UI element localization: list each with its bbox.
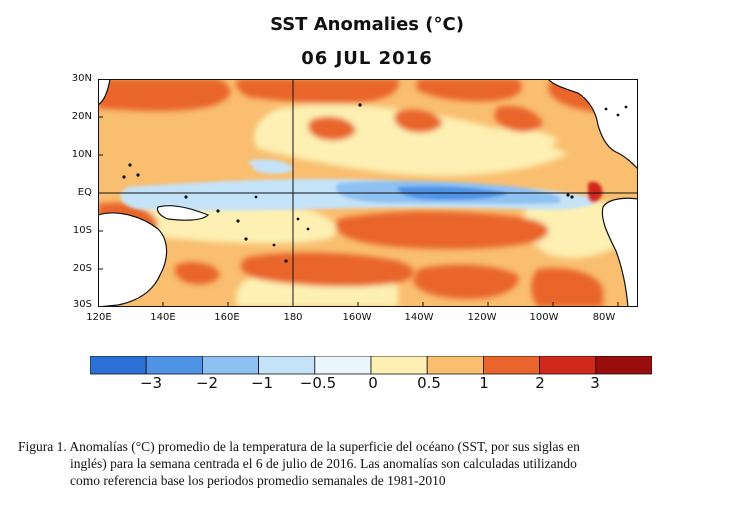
legend-label: 3	[590, 374, 600, 392]
legend-swatch	[370, 356, 428, 375]
legend-swatch	[258, 356, 316, 375]
anomaly-zone-pale	[474, 127, 558, 154]
caption-line: Figura 1. Anomalías (°C) promedio de la …	[18, 439, 580, 454]
island-group	[122, 103, 628, 263]
lon-label-160e: 160E	[214, 312, 240, 323]
map-frame	[98, 79, 638, 307]
lon-label-120w: 120W	[467, 312, 497, 323]
legend-swatch	[90, 356, 147, 375]
legend-swatch	[539, 356, 597, 375]
legend-label: 0	[368, 374, 378, 392]
lon-label-100w: 100W	[529, 312, 559, 323]
lat-label-30n: 30N	[71, 73, 92, 84]
legend-label: −2	[195, 374, 219, 392]
legend-label: −1	[250, 374, 274, 392]
lat-label-eq: EQ	[77, 187, 92, 198]
lat-label-10s: 10S	[72, 225, 92, 236]
sst-anomaly-map	[98, 79, 638, 307]
map-title: SST Anomalies (°C)	[270, 14, 464, 35]
anomaly-zone-warm	[416, 79, 522, 102]
anomaly-zone-warm	[236, 79, 399, 104]
lon-label-120e: 120E	[86, 312, 112, 323]
landmass-north-america	[547, 79, 638, 170]
caption-line: como referencia base los periodos promed…	[70, 473, 446, 488]
anomaly-zone-cool	[248, 159, 294, 174]
anomaly-zone-warm	[308, 116, 356, 141]
legend-swatch	[482, 356, 540, 375]
legend-label: 2	[535, 374, 545, 392]
anomaly-zone-warm	[98, 79, 231, 111]
map-date: 06 JUL 2016	[301, 48, 433, 69]
landmass-australia	[98, 212, 168, 307]
anomaly-zone-warm	[494, 105, 543, 132]
color-scale-legend	[90, 356, 652, 375]
lon-label-160w: 160W	[342, 312, 372, 323]
legend-swatch	[314, 356, 372, 375]
axis-ticks	[98, 116, 619, 307]
anomaly-zone-warm	[174, 262, 220, 285]
anomaly-zone-warm	[394, 109, 443, 133]
lat-label-20n: 20N	[71, 111, 92, 122]
legend-label: 0.5	[417, 374, 441, 392]
landmass-group	[98, 79, 638, 307]
legend-swatch	[595, 356, 652, 375]
legend-swatch	[202, 356, 260, 375]
landmass-south-america	[601, 197, 638, 307]
anomaly-zone-warm	[240, 252, 414, 287]
legend-label: −0.5	[299, 374, 337, 392]
lon-label-180: 180	[283, 312, 303, 323]
landmass-new-guinea	[156, 205, 210, 221]
lon-label-140e: 140E	[150, 312, 176, 323]
lon-label-80w: 80W	[592, 312, 616, 323]
legend-label: −3	[139, 374, 163, 392]
anomaly-zone-warm	[335, 211, 549, 250]
figure-caption: Figura 1. Anomalías (°C) promedio de la …	[18, 438, 718, 489]
anomaly-zone-warm	[531, 267, 603, 307]
anomaly-zone-warm	[413, 264, 519, 299]
legend-swatch	[145, 356, 203, 375]
caption-line: inglés) para la semana centrada el 6 de …	[70, 456, 577, 471]
anomaly-zone-hot	[588, 181, 603, 203]
lat-label-20s: 20S	[72, 263, 92, 274]
legend-label: 1	[479, 374, 489, 392]
lon-label-140w: 140W	[404, 312, 434, 323]
lat-label-30s: 30S	[72, 299, 92, 310]
legend-swatch	[426, 356, 484, 375]
lat-label-10n: 10N	[71, 149, 92, 160]
